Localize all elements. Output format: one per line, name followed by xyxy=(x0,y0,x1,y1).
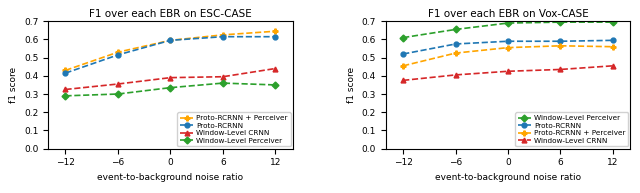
Line: Proto-RCRNN: Proto-RCRNN xyxy=(401,38,615,56)
Line: Window-Level CRNN: Window-Level CRNN xyxy=(401,63,615,83)
Window-Level CRNN xyxy=(271,67,279,70)
Line: Proto-RCRNN + Perceiver: Proto-RCRNN + Perceiver xyxy=(63,29,278,73)
Window-Level CRNN xyxy=(114,83,122,85)
X-axis label: event-to-background noise ratio: event-to-background noise ratio xyxy=(435,173,581,182)
Proto-RCRNN xyxy=(452,43,460,45)
Window-Level Perceiver xyxy=(504,22,512,24)
Title: F1 over each EBR on Vox-CASE: F1 over each EBR on Vox-CASE xyxy=(428,9,588,19)
Proto-RCRNN xyxy=(557,40,564,42)
Proto-RCRNN xyxy=(609,39,617,41)
Proto-RCRNN xyxy=(166,39,174,41)
Window-Level CRNN xyxy=(452,74,460,76)
Y-axis label: f1 score: f1 score xyxy=(347,67,356,103)
Window-Level Perceiver xyxy=(609,21,617,23)
Proto-RCRNN + Perceiver xyxy=(114,51,122,53)
Proto-RCRNN + Perceiver xyxy=(61,69,69,72)
Proto-RCRNN + Perceiver xyxy=(557,45,564,47)
Window-Level Perceiver xyxy=(452,28,460,30)
Window-Level Perceiver xyxy=(114,93,122,95)
Legend: Window-Level Perceiver, Proto-RCRNN, Proto-RCRNN + Perceiver, Window-Level CRNN: Window-Level Perceiver, Proto-RCRNN, Pro… xyxy=(515,112,628,146)
Line: Proto-RCRNN + Perceiver: Proto-RCRNN + Perceiver xyxy=(401,43,615,68)
X-axis label: event-to-background noise ratio: event-to-background noise ratio xyxy=(97,173,243,182)
Proto-RCRNN xyxy=(399,53,407,55)
Window-Level CRNN xyxy=(219,76,227,78)
Legend: Proto-RCRNN + Perceiver, Proto-RCRNN, Window-Level CRNN, Window-Level Perceiver: Proto-RCRNN + Perceiver, Proto-RCRNN, Wi… xyxy=(177,112,291,146)
Line: Window-Level Perceiver: Window-Level Perceiver xyxy=(401,20,615,40)
Window-Level Perceiver xyxy=(271,84,279,86)
Proto-RCRNN + Perceiver xyxy=(219,34,227,36)
Window-Level Perceiver xyxy=(399,36,407,39)
Line: Proto-RCRNN: Proto-RCRNN xyxy=(63,34,278,75)
Proto-RCRNN + Perceiver xyxy=(609,46,617,48)
Line: Window-Level Perceiver: Window-Level Perceiver xyxy=(63,81,278,98)
Proto-RCRNN xyxy=(61,72,69,74)
Window-Level CRNN xyxy=(61,88,69,91)
Window-Level CRNN xyxy=(399,79,407,81)
Proto-RCRNN xyxy=(219,36,227,38)
Proto-RCRNN + Perceiver xyxy=(271,30,279,32)
Proto-RCRNN xyxy=(504,40,512,42)
Y-axis label: f1 score: f1 score xyxy=(10,67,19,103)
Window-Level CRNN xyxy=(557,68,564,71)
Title: F1 over each EBR on ESC-CASE: F1 over each EBR on ESC-CASE xyxy=(89,9,252,19)
Window-Level Perceiver xyxy=(219,82,227,84)
Window-Level CRNN xyxy=(609,65,617,67)
Window-Level CRNN xyxy=(504,70,512,72)
Proto-RCRNN + Perceiver xyxy=(452,52,460,54)
Proto-RCRNN + Perceiver xyxy=(504,47,512,49)
Proto-RCRNN xyxy=(271,36,279,38)
Window-Level CRNN xyxy=(166,76,174,79)
Line: Window-Level CRNN: Window-Level CRNN xyxy=(63,66,278,92)
Proto-RCRNN xyxy=(114,54,122,56)
Window-Level Perceiver xyxy=(166,86,174,89)
Window-Level Perceiver xyxy=(61,95,69,97)
Proto-RCRNN + Perceiver xyxy=(166,39,174,41)
Window-Level Perceiver xyxy=(557,21,564,23)
Proto-RCRNN + Perceiver xyxy=(399,65,407,67)
